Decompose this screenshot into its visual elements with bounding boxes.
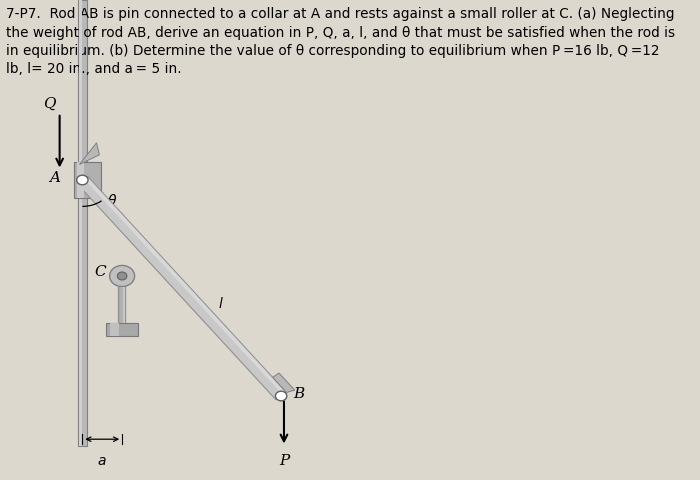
- Bar: [110, 323, 119, 336]
- Bar: [106, 323, 138, 336]
- Bar: [77, 162, 84, 198]
- Text: 7-P7.  Rod AB is pin connected to a collar at A and rests against a small roller: 7-P7. Rod AB is pin connected to a colla…: [6, 7, 675, 76]
- Text: $\theta$: $\theta$: [107, 192, 117, 208]
- Polygon shape: [80, 143, 99, 164]
- Text: C: C: [94, 265, 106, 279]
- Circle shape: [110, 265, 134, 287]
- Text: P: P: [279, 454, 289, 468]
- Text: Q: Q: [43, 96, 56, 110]
- Bar: [78, 0, 87, 446]
- Text: $a$: $a$: [97, 454, 107, 468]
- Circle shape: [77, 175, 88, 185]
- Circle shape: [118, 272, 127, 280]
- Polygon shape: [272, 373, 295, 393]
- Polygon shape: [84, 177, 286, 395]
- Bar: [74, 162, 102, 198]
- Polygon shape: [77, 177, 286, 399]
- Text: $l$: $l$: [218, 297, 224, 312]
- Bar: [79, 0, 82, 446]
- Circle shape: [276, 391, 287, 401]
- Text: A: A: [50, 170, 61, 185]
- Text: B: B: [293, 386, 305, 401]
